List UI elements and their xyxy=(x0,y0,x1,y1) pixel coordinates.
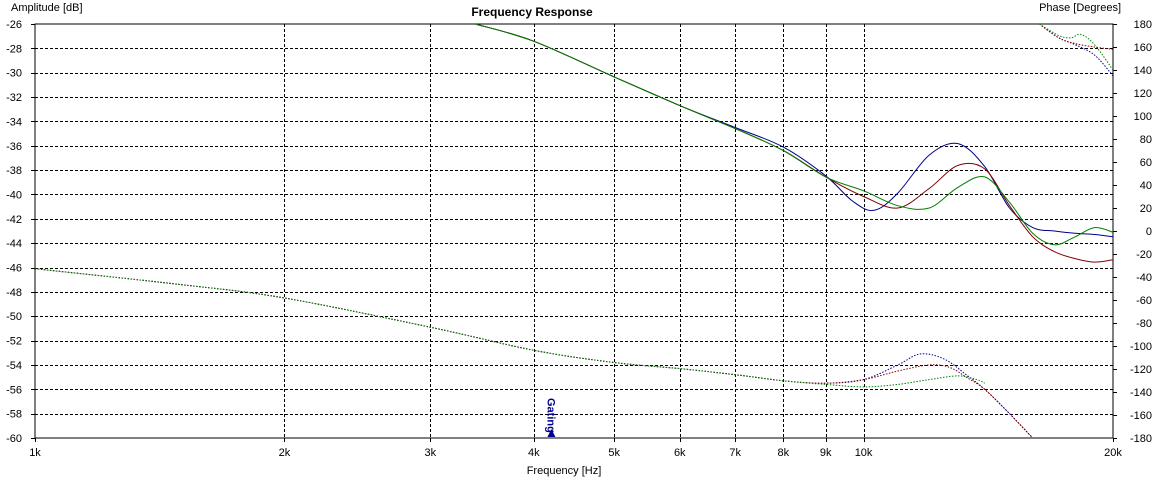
phase-series-line-7 xyxy=(1039,24,1113,50)
amplitude-series-line-2 xyxy=(35,268,985,388)
y-right-tick-label: 100 xyxy=(1134,111,1152,123)
y-right-tick-label: -140 xyxy=(1130,387,1152,399)
chart-title: Frequency Response xyxy=(471,5,593,19)
y-left-tick-label: -34 xyxy=(6,116,22,128)
x-tick-label: 8k xyxy=(777,447,789,459)
y-right-tick-label: -160 xyxy=(1130,410,1152,422)
y-left-tick-label: -32 xyxy=(6,92,22,104)
y-left-tick-label: -50 xyxy=(6,311,22,323)
y-left-tick-label: -26 xyxy=(6,19,22,31)
x-tick-label: 6k xyxy=(674,447,686,459)
x-tick-label: 5k xyxy=(608,447,620,459)
y-right-tick-label: 160 xyxy=(1134,42,1152,54)
y-right-tick-label: 0 xyxy=(1146,226,1152,238)
grid xyxy=(31,24,1117,442)
x-axis-label: Frequency [Hz] xyxy=(527,465,602,477)
y-right-tick-label: -180 xyxy=(1130,433,1152,445)
x-tick-label: 1k xyxy=(29,447,41,459)
y-right-tick-label: -20 xyxy=(1136,249,1152,261)
gating-marker[interactable]: Gating xyxy=(544,398,556,437)
y-right-tick-label: -100 xyxy=(1130,341,1152,353)
y-left-tick-label: -42 xyxy=(6,214,22,226)
y-left-tick-label: -36 xyxy=(6,141,22,153)
y-right-tick-label: -60 xyxy=(1136,295,1152,307)
y-right-tick-label: 120 xyxy=(1134,88,1152,100)
y-left-tick-label: -28 xyxy=(6,43,22,55)
x-tick-label: 2k xyxy=(279,447,291,459)
y-left-tick-label: -30 xyxy=(6,68,22,80)
gating-marker-label: Gating xyxy=(544,398,556,433)
y-left-tick-label: -46 xyxy=(6,263,22,275)
y-right-tick-label: -80 xyxy=(1136,318,1152,330)
y-left-tick-label: -52 xyxy=(6,336,22,348)
x-tick-label: 3k xyxy=(425,447,437,459)
y-right-tick-label: 80 xyxy=(1140,134,1152,146)
y-left-tick-label: -58 xyxy=(6,409,22,421)
gating-marker-triangle[interactable] xyxy=(547,429,556,437)
y-right-tick-label: 60 xyxy=(1140,157,1152,169)
y-left-tick-label: -38 xyxy=(6,165,22,177)
y-left-tick-label: -54 xyxy=(6,360,22,372)
y-right-tick-label: 40 xyxy=(1140,180,1152,192)
plot-area xyxy=(34,23,1114,439)
phase-series-line-5 xyxy=(475,24,1113,246)
y-left-tick-label: -48 xyxy=(6,287,22,299)
phase-series-line-6 xyxy=(1039,24,1113,77)
x-tick-label: 9k xyxy=(820,447,832,459)
y-right-tick-label: 140 xyxy=(1134,65,1152,77)
y-right-tick-label: -40 xyxy=(1136,272,1152,284)
y-right-tick-label: 180 xyxy=(1134,19,1152,31)
y-right-tick-label: 20 xyxy=(1140,203,1152,215)
x-tick-label: 4k xyxy=(528,447,540,459)
tick-labels: 1k 2k 3k 4k 5k 6k 7k 8k 9k 10k 20k -26 -28 -30 -32 -34 -… xyxy=(6,19,1152,459)
y-left-tick-label: -56 xyxy=(6,384,22,396)
y-axis-left-label: Amplitude [dB] xyxy=(11,2,83,14)
x-tick-label: 10k xyxy=(855,447,873,459)
y-left-tick-label: -40 xyxy=(6,189,22,201)
x-tick-label: 20k xyxy=(1104,447,1122,459)
y-axis-right-label: Phase [Degrees] xyxy=(1039,2,1121,14)
x-tick-label: 7k xyxy=(729,447,741,459)
y-right-tick-label: -120 xyxy=(1130,364,1152,376)
y-left-tick-label: -44 xyxy=(6,238,22,250)
y-left-tick-label: -60 xyxy=(6,433,22,445)
series-layer xyxy=(35,24,1113,438)
